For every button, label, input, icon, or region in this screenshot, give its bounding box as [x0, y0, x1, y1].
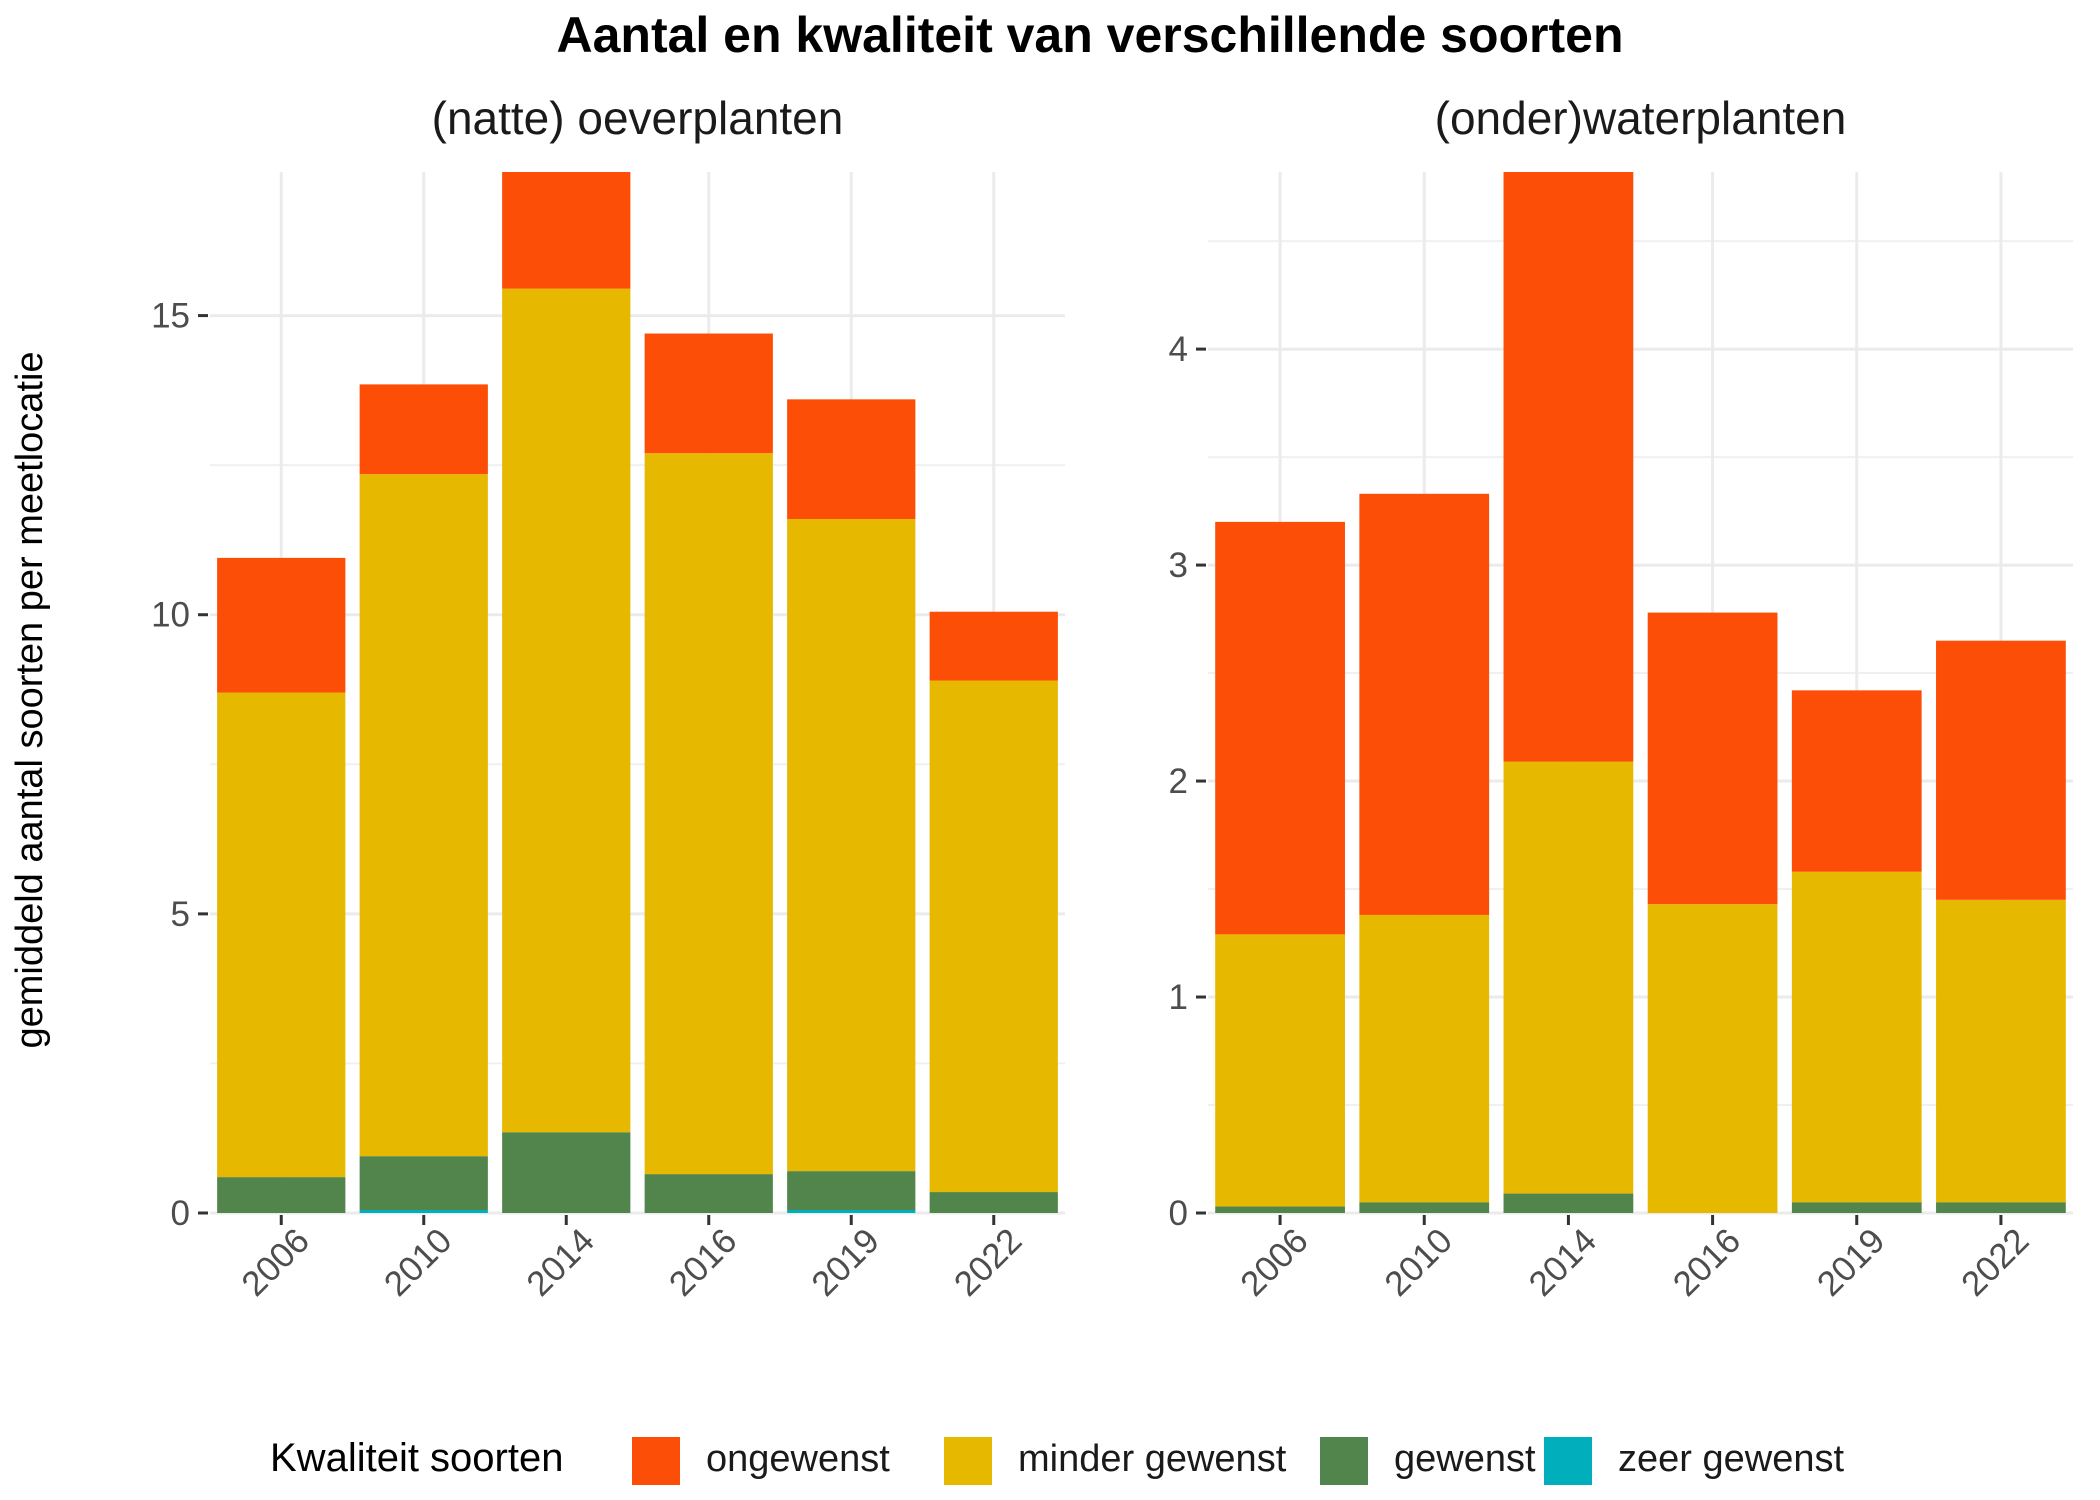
legend-label: minder gewenst — [1018, 1438, 1287, 1480]
legend-swatch — [1320, 1437, 1368, 1485]
x-tick-label: 2014 — [519, 1221, 602, 1304]
bar-segment — [1215, 521, 1345, 935]
y-tick-label: 2 — [1169, 762, 1188, 801]
legend-swatch — [632, 1437, 680, 1485]
x-tick-label: 2016 — [1666, 1221, 1749, 1304]
x-tick-label: 2006 — [1233, 1221, 1316, 1304]
bar-segment — [787, 519, 916, 1172]
panel-1: (natte) oeverplanten 0 5 10 15 2006 2010 2014 20… — [151, 92, 1065, 1304]
legend-title: Kwaliteit soorten — [270, 1436, 563, 1480]
panel-title: (natte) oeverplanten — [432, 92, 844, 144]
bar-segment — [1503, 172, 1634, 762]
legend-item: zeer gewenst — [1544, 1437, 1844, 1485]
bar-segment — [644, 333, 773, 454]
bar-segment — [217, 1177, 346, 1213]
x-tick-label: 2022 — [947, 1221, 1030, 1304]
legend-item: minder gewenst — [944, 1437, 1287, 1485]
bar-segment — [1215, 1206, 1345, 1213]
y-tick-label: 0 — [1169, 1194, 1188, 1233]
legend-item: ongewenst — [632, 1437, 890, 1485]
bar-segment — [1936, 640, 2066, 900]
bar-segment — [787, 1171, 916, 1211]
bar-segment — [502, 288, 631, 1133]
bar-segment — [929, 1192, 1058, 1213]
bar-segment — [1215, 934, 1345, 1207]
x-tick-label: 2022 — [1954, 1221, 2037, 1304]
legend-swatch — [944, 1437, 992, 1485]
bar-segment — [1647, 904, 1778, 1213]
legend: Kwaliteit soorten ongewenst minder gewenst… — [270, 1436, 1844, 1485]
bar-segment — [1791, 690, 1922, 872]
x-tick-label: 2010 — [1377, 1221, 1460, 1304]
bar-segment — [1936, 899, 2066, 1203]
bar-segment — [929, 611, 1058, 681]
bar-segment — [1359, 1202, 1490, 1213]
panel-title: (onder)waterplanten — [1435, 92, 1847, 144]
y-axis-label: gemiddeld aantal soorten per meetlocatie — [9, 351, 51, 1048]
y-tick-label: 1 — [1169, 978, 1188, 1017]
bar-segment — [1359, 493, 1490, 915]
bar-segment — [502, 1132, 631, 1213]
bar-segment — [787, 399, 916, 519]
x-tick-label: 2006 — [234, 1221, 317, 1304]
bar-segment — [1936, 1202, 2066, 1213]
bar-segment — [217, 557, 346, 693]
bar-segment — [1503, 1193, 1634, 1213]
panel-2: (onder)waterplanten 0 1 2 3 4 2006 2010 2014 2016… — [1169, 92, 2073, 1304]
bar-segment — [787, 1210, 916, 1213]
x-tick-label: 2019 — [1810, 1221, 1893, 1304]
bar-segment — [929, 680, 1058, 1193]
legend-label: ongewenst — [706, 1438, 890, 1480]
chart-title: Aantal en kwaliteit van verschillende so… — [556, 7, 1623, 63]
bar-segment — [644, 1174, 773, 1213]
x-tick-label: 2010 — [377, 1221, 460, 1304]
bar-segment — [1359, 914, 1490, 1203]
legend-label: gewenst — [1394, 1438, 1536, 1480]
bar-segment — [217, 692, 346, 1178]
y-tick-label: 3 — [1169, 546, 1188, 585]
bar-segment — [1647, 612, 1778, 905]
bar-segment — [1791, 871, 1922, 1203]
legend-label: zeer gewenst — [1618, 1438, 1844, 1480]
bar-segment — [359, 1210, 488, 1213]
y-tick-label: 15 — [151, 297, 190, 336]
y-tick-label: 4 — [1169, 330, 1188, 369]
bar-segment — [502, 172, 631, 289]
x-tick-label: 2016 — [662, 1221, 745, 1304]
x-tick-label: 2019 — [804, 1221, 887, 1304]
y-tick-label: 0 — [171, 1194, 190, 1233]
bar-segment — [1791, 1202, 1922, 1213]
bar-segment — [359, 384, 488, 475]
y-tick-label: 10 — [151, 596, 190, 635]
legend-item: gewenst — [1320, 1437, 1536, 1485]
y-tick-label: 5 — [171, 895, 190, 934]
bar-segment — [644, 453, 773, 1175]
bar-segment — [1503, 761, 1634, 1194]
x-tick-label: 2014 — [1521, 1221, 1604, 1304]
legend-swatch — [1544, 1437, 1592, 1485]
bar-segment — [359, 474, 488, 1157]
bar-segment — [359, 1156, 488, 1211]
